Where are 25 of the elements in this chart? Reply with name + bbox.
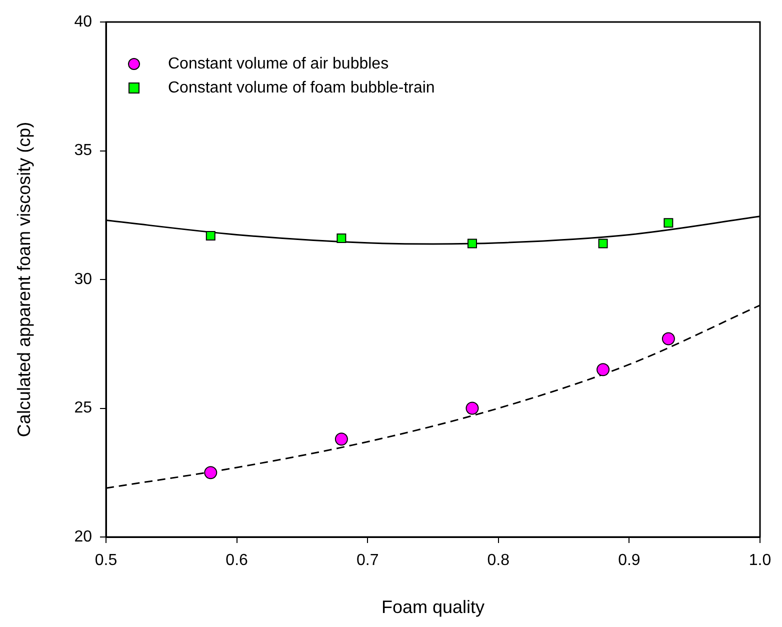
point: [662, 332, 675, 346]
point: [596, 363, 610, 376]
y-tick-label: 40: [74, 13, 92, 30]
x-tick-label: 0.7: [356, 552, 379, 570]
legend-label: Constant volume of foam bubble-train: [168, 79, 435, 96]
point: [204, 466, 218, 480]
y-axis-title: Calculated apparent foam viscosity (cp): [14, 122, 34, 438]
x-tick-label: 0.6: [226, 552, 248, 570]
y-tick-label: 35: [74, 142, 92, 160]
legend-label: Constant volume of air bubbles: [168, 55, 389, 72]
x-tick-label: 0.5: [94, 552, 118, 570]
x-tick-label: 0.9: [618, 552, 640, 570]
point: [664, 218, 674, 228]
x-tick-label: 0.8: [487, 552, 510, 570]
point: [468, 238, 477, 248]
x-tick-label: 1.0: [748, 552, 772, 570]
y-tick-label: 25: [74, 400, 92, 417]
y-tick-label: 20: [74, 528, 92, 546]
x-axis-title: Foam quality: [381, 597, 485, 618]
point: [334, 432, 348, 446]
point: [598, 238, 608, 248]
point: [206, 230, 216, 240]
point: [336, 234, 346, 244]
point: [466, 402, 479, 415]
y-tick-label: 30: [74, 270, 92, 288]
